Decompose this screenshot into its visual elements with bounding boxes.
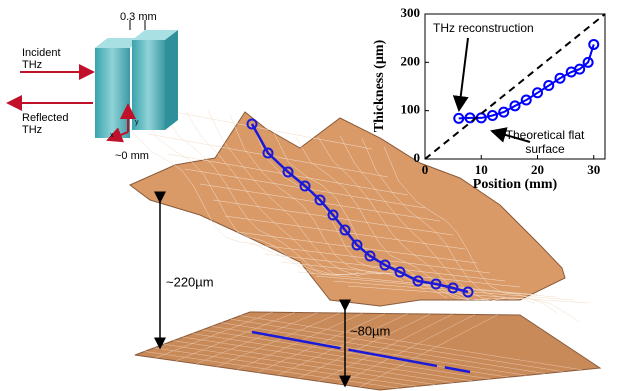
y-tick-label: 300: [401, 5, 421, 20]
x-axis-label: Position (mm): [473, 177, 558, 192]
block-right: [132, 40, 165, 130]
y-tick-label: 0: [414, 150, 421, 165]
reflected-label: THz: [22, 124, 42, 136]
reflected-label: Reflected: [22, 112, 68, 124]
offset-label: ~0 mm: [115, 150, 149, 162]
axis-x-label: x: [110, 132, 114, 139]
incident-label: Incident: [22, 47, 61, 59]
y-tick-label: 200: [401, 53, 421, 68]
x-tick-label: 20: [531, 162, 544, 177]
annotation: Theoretical flat surface: [495, 128, 595, 156]
block-side: [165, 30, 178, 130]
annotation: THz reconstruction: [433, 21, 534, 35]
height-label: ~220µm: [166, 274, 214, 289]
incident-label: THz: [22, 59, 42, 71]
x-tick-label: 0: [422, 162, 429, 177]
x-tick-label: 30: [587, 162, 600, 177]
figure-canvas: ~220µm ~80µm 0.3 mm Incident THz Reflect…: [0, 0, 620, 391]
gap-label: 0.3 mm: [120, 11, 157, 23]
y-tick-label: 100: [401, 102, 421, 117]
y-axis-label: Thickness (µm): [372, 39, 387, 132]
depth-label: ~80µm: [350, 323, 390, 338]
axis-y-label: y: [135, 119, 139, 126]
figure: ~220µm ~80µm 0.3 mm Incident THz Reflect…: [0, 0, 620, 391]
block-left: [95, 48, 130, 138]
x-tick-label: 10: [475, 162, 488, 177]
